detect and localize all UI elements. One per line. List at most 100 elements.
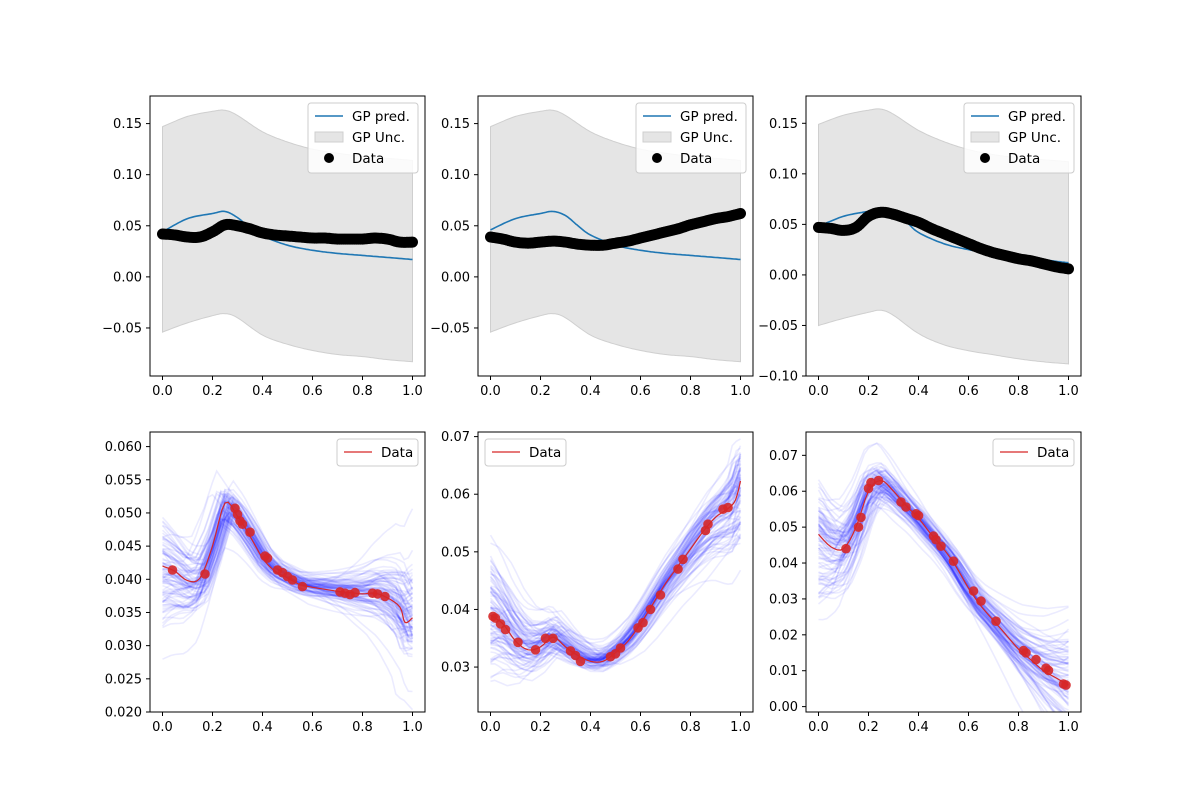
y-tick-label: 0.050 xyxy=(105,506,142,521)
y-tick-label: −0.05 xyxy=(102,321,142,336)
posterior-sample-line xyxy=(162,524,413,632)
data-point xyxy=(856,512,866,523)
y-tick-label: 0.030 xyxy=(105,639,142,654)
data-point xyxy=(380,591,390,602)
posterior-sample-line xyxy=(818,483,1049,712)
posterior-sample-line xyxy=(817,469,1062,712)
posterior-sample-line xyxy=(489,477,741,662)
data-point xyxy=(372,589,383,599)
legend: GP pred. GP Unc. Data xyxy=(307,102,419,174)
posterior-sample-line xyxy=(817,494,1069,665)
data-point xyxy=(407,236,418,248)
subplot-top-right: 0.0 0.2 0.4 0.6 0.8 1.0 −0.10 −0.05 0.00 0.05 0.10… xyxy=(758,95,1082,399)
subplot-bottom-middle: 0.0 0.2 0.4 0.6 0.8 1.0 0.03 0.04 0.05 0.06 0.07 Da… xyxy=(441,430,754,735)
posterior-sample-line xyxy=(818,485,1069,684)
x-tick-label: 0.2 xyxy=(530,384,551,399)
legend: GP pred. GP Unc. Data xyxy=(963,102,1075,174)
x-tick-label: 0.2 xyxy=(530,720,551,735)
x-tick-label: 0.4 xyxy=(908,384,929,399)
posterior-sample-line xyxy=(162,522,414,629)
data-point xyxy=(245,527,255,537)
posterior-sample-line xyxy=(818,506,1069,684)
posterior-sample-line xyxy=(161,493,413,633)
x-tick-label: 1.0 xyxy=(402,384,423,399)
posterior-sample-line xyxy=(818,492,1067,712)
data-point xyxy=(853,522,864,532)
data-point xyxy=(678,554,688,565)
data-point xyxy=(1031,654,1041,665)
posterior-sample-line xyxy=(490,466,742,662)
posterior-sample-line xyxy=(817,466,1069,685)
y-tick-label: 0.04 xyxy=(441,603,470,618)
data-point xyxy=(936,541,946,551)
data-point xyxy=(350,587,360,598)
posterior-sample-line xyxy=(818,442,1024,712)
legend: Data xyxy=(336,438,419,467)
legend-box xyxy=(484,438,567,467)
data-point xyxy=(723,502,733,513)
y-tick-label: 0.00 xyxy=(769,268,798,283)
posterior-sample-line xyxy=(162,517,413,637)
posterior-sample-line xyxy=(161,499,414,637)
y-tick-label: 0.035 xyxy=(105,606,142,621)
posterior-sample-line xyxy=(817,480,1069,697)
x-tick-label: 1.0 xyxy=(402,720,423,735)
legend: GP pred. GP Unc. Data xyxy=(635,102,747,174)
data-point xyxy=(901,502,911,512)
posterior-sample-line xyxy=(490,468,742,656)
legend-box xyxy=(992,438,1075,467)
posterior-sample-line xyxy=(490,486,742,668)
y-tick-label: 0.060 xyxy=(105,440,142,455)
plot-area xyxy=(817,442,1071,712)
posterior-sample-line xyxy=(818,442,1046,712)
y-tick-label: −0.05 xyxy=(758,319,798,334)
posterior-sample-line xyxy=(490,516,741,666)
y-tick-label: 0.15 xyxy=(113,117,142,132)
data-point xyxy=(262,553,273,563)
posterior-sample-line xyxy=(817,476,1069,678)
x-tick-label: 0.6 xyxy=(302,720,323,735)
posterior-sample-line xyxy=(490,477,742,679)
x-tick-label: 0.2 xyxy=(202,384,223,399)
data-point xyxy=(866,477,876,488)
axes-frame xyxy=(477,95,754,377)
data-point xyxy=(673,564,683,574)
data-point xyxy=(735,208,746,219)
y-tick-label: 0.01 xyxy=(769,664,798,679)
legend-label: GP pred. xyxy=(680,109,738,125)
y-tick-label: 0.05 xyxy=(441,545,470,560)
posterior-sample-line xyxy=(490,453,742,654)
data-point xyxy=(513,637,523,648)
data-point xyxy=(1063,263,1074,275)
subplot-top-middle: 0.0 0.2 0.4 0.6 0.8 1.0 −0.05 0.00 0.05 0.10 0.15 G… xyxy=(430,95,754,399)
subplot-bottom-right: 0.0 0.2 0.4 0.6 0.8 1.0 0.00 0.01 0.02 0.03 0.04 0.… xyxy=(769,431,1082,735)
y-tick-label: 0.02 xyxy=(769,628,798,643)
x-tick-label: 1.0 xyxy=(1058,720,1079,735)
posterior-sample-line xyxy=(818,466,1043,712)
data-point xyxy=(200,569,210,579)
posterior-sample-line xyxy=(817,476,1069,677)
y-tick-label: −0.10 xyxy=(758,370,798,385)
subplot-bottom-left: 0.0 0.2 0.4 0.6 0.8 1.0 0.020 0.025 0.030 0.035 0.… xyxy=(105,431,426,735)
data-point xyxy=(638,617,648,628)
y-tick-label: 0.05 xyxy=(113,219,142,234)
legend: Data xyxy=(484,438,567,467)
posterior-sample-line xyxy=(818,468,1069,687)
data-point xyxy=(948,556,959,566)
x-tick-label: 0.0 xyxy=(152,384,173,399)
posterior-sample-line xyxy=(817,462,1065,712)
posterior-sample-line xyxy=(162,493,413,642)
legend-label: GP pred. xyxy=(1008,109,1066,125)
legend-box xyxy=(336,438,419,467)
posterior-sample-line xyxy=(817,480,1069,711)
y-tick-label: −0.05 xyxy=(430,321,470,336)
posterior-sample-line xyxy=(817,469,1056,712)
posterior-sample-line xyxy=(817,487,1069,666)
posterior-sample-line xyxy=(489,474,742,658)
legend-box xyxy=(307,102,419,174)
y-tick-label: 0.025 xyxy=(105,672,142,687)
y-tick-label: 0.03 xyxy=(441,661,470,676)
x-tick-label: 0.4 xyxy=(580,720,601,735)
data-point xyxy=(237,519,248,529)
